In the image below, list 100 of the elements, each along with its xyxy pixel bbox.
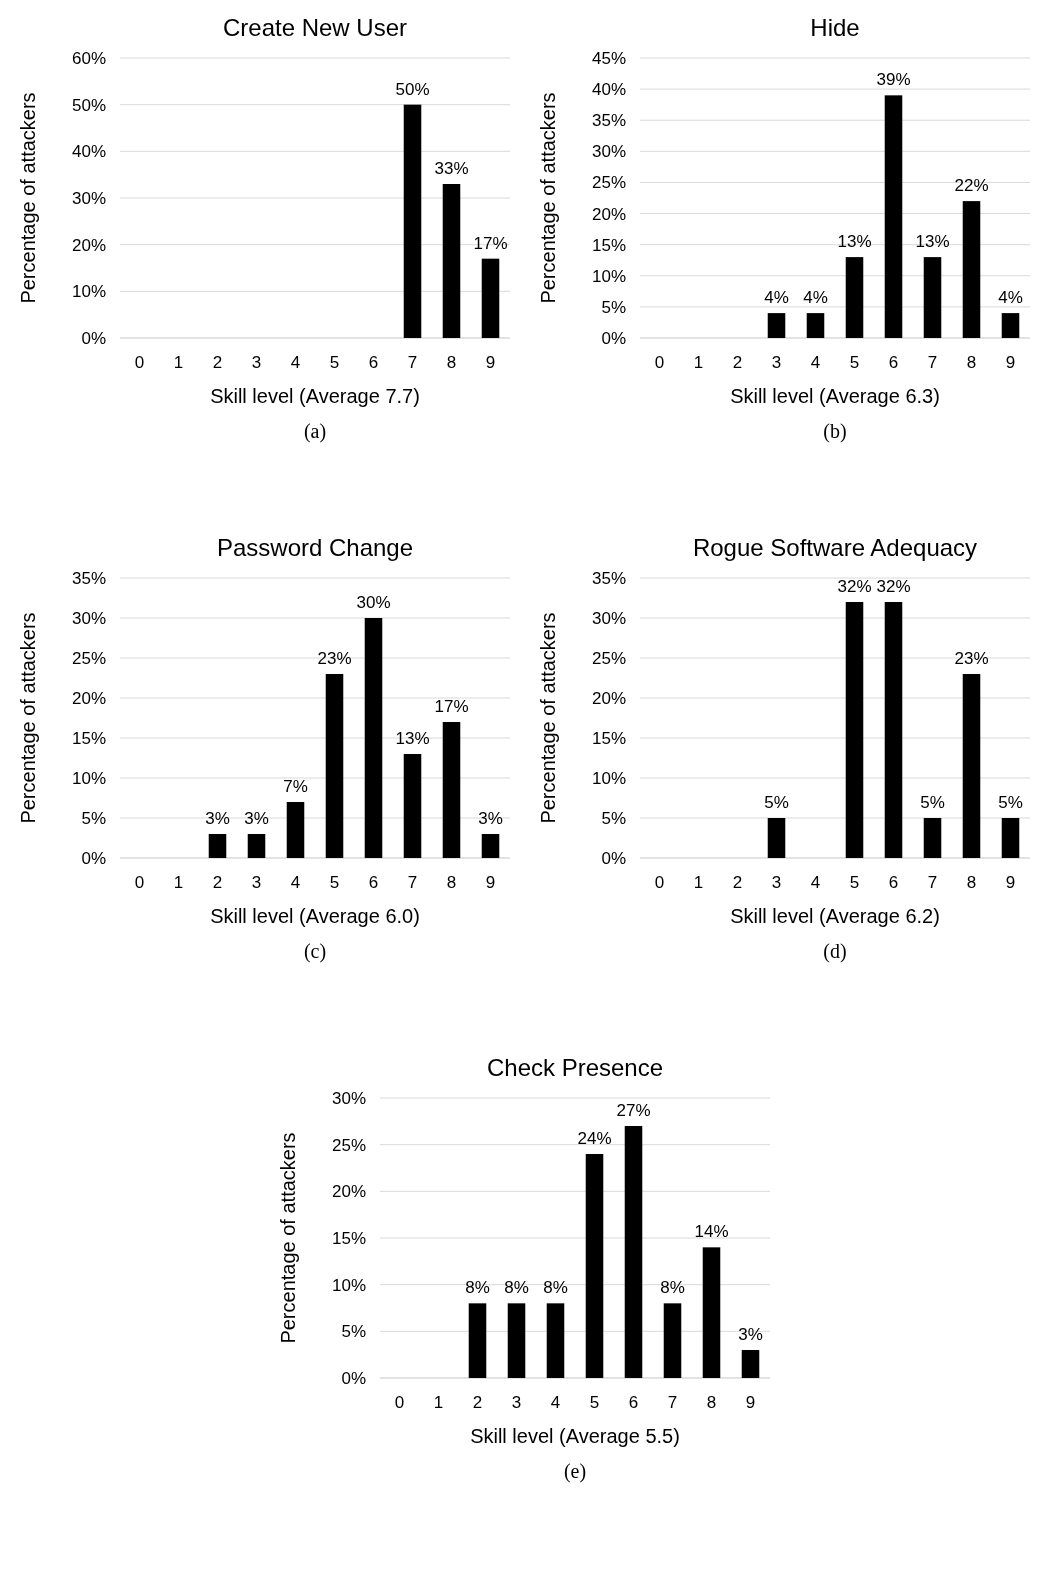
y-tick-label: 30% [71, 608, 106, 628]
bar [442, 722, 461, 858]
x-tick-label: 3 [771, 353, 782, 372]
data-label: 8% [543, 1278, 568, 1298]
data-label: 8% [660, 1278, 685, 1298]
x-tick-label: 2 [472, 1393, 483, 1412]
data-label: 5% [764, 793, 789, 812]
data-label: 7% [283, 777, 308, 796]
y-tick-label: 35% [591, 568, 626, 588]
bar [741, 1350, 760, 1378]
x-tick-label: 5 [329, 873, 340, 892]
x-tick-label: 6 [368, 353, 379, 372]
x-axis-title: Skill level (Average 6.2) [730, 905, 940, 927]
data-label: 3% [205, 809, 230, 828]
x-tick-label: 7 [927, 873, 938, 892]
y-tick-label: 30% [331, 1088, 366, 1108]
x-tick-label: 6 [888, 353, 899, 372]
y-tick-label: 15% [71, 728, 106, 748]
data-label: 24% [577, 1129, 612, 1148]
data-label: 3% [738, 1325, 763, 1344]
y-tick-label: 30% [591, 142, 626, 162]
y-axis-title: Percentage of attackers [537, 612, 559, 824]
x-tick-label: 9 [1005, 873, 1016, 892]
bar [767, 818, 786, 858]
y-tick-label: 60% [71, 48, 106, 68]
bar [845, 602, 864, 858]
bar [962, 674, 981, 858]
data-label: 5% [920, 793, 945, 812]
y-tick-label: 5% [81, 808, 106, 828]
y-tick-label: 35% [591, 111, 626, 131]
bar [845, 257, 864, 338]
y-tick-label: 20% [71, 235, 106, 255]
x-tick-label: 0 [134, 353, 145, 372]
x-tick-label: 4 [810, 873, 821, 892]
y-tick-label: 10% [331, 1275, 366, 1295]
y-tick-label: 15% [591, 728, 626, 748]
text: (b) [823, 420, 847, 443]
x-axis-title: Skill level (Average 6.3) [730, 385, 940, 407]
data-label: 13% [837, 232, 872, 252]
x-tick-label: 5 [849, 873, 860, 892]
y-tick-label: 5% [601, 297, 626, 317]
x-axis-title: Skill level (Average 7.7) [210, 385, 420, 407]
data-label: 50% [395, 79, 430, 99]
bar [923, 818, 942, 858]
bar [702, 1247, 721, 1378]
x-tick-label: 6 [888, 873, 899, 892]
x-tick-label: 2 [732, 873, 743, 892]
x-tick-label: 0 [654, 353, 665, 372]
bar [507, 1303, 526, 1378]
y-tick-label: 25% [591, 648, 626, 668]
bar [403, 104, 422, 338]
y-tick-label: 5% [341, 1322, 366, 1342]
bar [767, 313, 786, 338]
y-tick-label: 20% [591, 688, 626, 708]
data-label: 13% [395, 729, 430, 748]
y-tick-label: 5% [601, 808, 626, 828]
chart-title: Hide [810, 14, 860, 41]
y-tick-label: 0% [601, 848, 626, 868]
y-tick-label: 0% [81, 848, 106, 868]
y-tick-label: 15% [591, 235, 626, 255]
data-label: 5% [998, 793, 1023, 812]
x-tick-label: 2 [212, 353, 223, 372]
y-axis-title: Percentage of attackers [277, 1132, 299, 1344]
y-axis-title: Percentage of attackers [537, 92, 559, 304]
y-tick-label: 40% [591, 80, 626, 100]
bar [806, 313, 825, 338]
x-tick-label: 7 [407, 353, 418, 372]
x-tick-label: 8 [706, 1393, 717, 1412]
data-label: 30% [356, 593, 391, 612]
y-tick-label: 50% [71, 95, 106, 115]
text: (c) [303, 940, 327, 963]
data-label: 8% [465, 1278, 490, 1298]
x-tick-label: 1 [693, 353, 704, 372]
data-label: 32% [837, 577, 872, 596]
y-tick-label: 30% [71, 188, 106, 208]
y-axis-title: Percentage of attackers [17, 612, 39, 824]
x-tick-label: 8 [966, 873, 977, 892]
x-tick-label: 3 [511, 1393, 522, 1412]
y-tick-label: 30% [591, 608, 626, 628]
x-tick-label: 9 [745, 1393, 756, 1412]
bar [884, 95, 903, 338]
bar [468, 1303, 487, 1378]
data-label: 8% [504, 1278, 529, 1298]
bar [663, 1303, 682, 1378]
chart-title: Rogue Software Adequacy [692, 534, 978, 561]
y-tick-label: 20% [71, 688, 106, 708]
bar [481, 834, 500, 858]
text: (e) [563, 1460, 587, 1483]
y-tick-label: 10% [71, 282, 106, 302]
bar [442, 184, 461, 338]
x-tick-label: 9 [1005, 353, 1016, 372]
x-tick-label: 6 [628, 1393, 639, 1412]
y-tick-label: 0% [341, 1368, 366, 1388]
x-tick-label: 9 [485, 353, 496, 372]
x-tick-label: 1 [173, 353, 184, 372]
x-tick-label: 8 [446, 353, 457, 372]
chart-title: Create New User [222, 14, 408, 41]
x-tick-label: 5 [589, 1393, 600, 1412]
data-label: 33% [434, 159, 469, 178]
x-axis-title: Skill level (Average 6.0) [210, 905, 420, 927]
